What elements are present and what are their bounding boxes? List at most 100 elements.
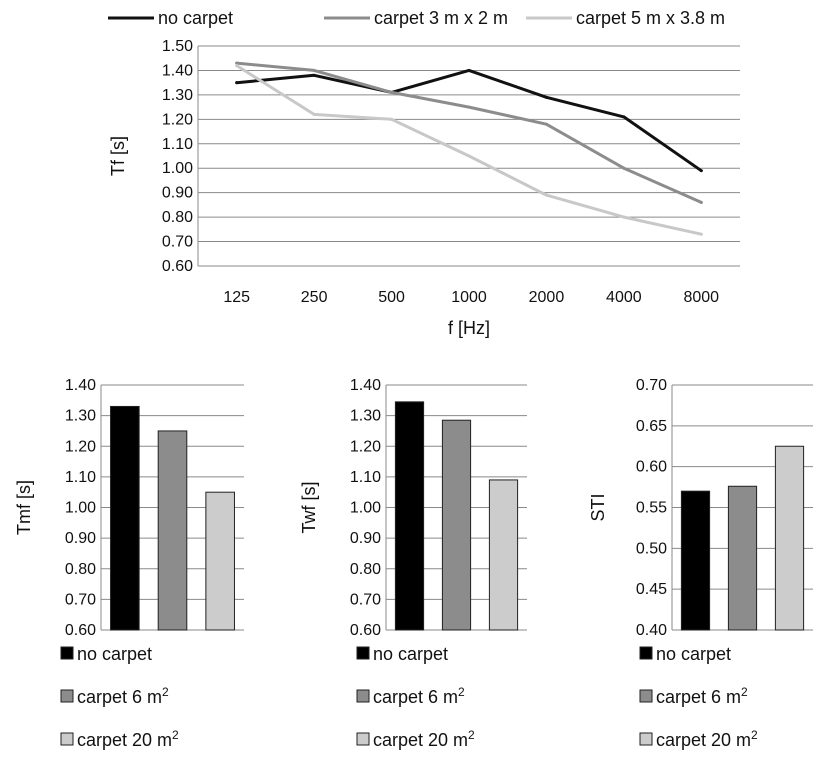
frequency-line-chart: 0.60 0.70 0.80 0.90 1.00 1.10 1.20 1.30 1.40 1.50… [108, 8, 740, 338]
legend-swatch-carpet-20-m [639, 732, 653, 746]
data-point-carpet-3-m-x-2-m [390, 90, 394, 94]
data-point-no-carpet [699, 169, 703, 173]
bar-carpet-6-m [157, 430, 188, 631]
y-tick-label: 1.10 [65, 469, 96, 486]
data-point-carpet-3-m-x-2-m [544, 122, 548, 126]
y-tick-label: 0.45 [636, 581, 667, 598]
data-point-carpet-5-m-x-3-8-m [622, 215, 626, 219]
legend-swatch-no-carpet [639, 646, 653, 660]
y-tick-label: 0.60 [350, 622, 381, 639]
legend-swatch-carpet-20-m [356, 732, 370, 746]
data-point-carpet-5-m-x-3-8-m [699, 232, 703, 236]
legend-label-carpet-20-m: carpet 20 m2 [77, 728, 179, 750]
legend-label-text: no carpet [656, 644, 731, 664]
legend-swatch-no-carpet [356, 646, 370, 660]
tmf-bar-chart: 0.60 0.70 0.80 0.90 1.00 1.10 1.20 1.30 1.40 Tmf … [14, 377, 244, 750]
y-axis-label: Tmf [s] [14, 480, 34, 535]
y-tick-label: 0.60 [162, 258, 193, 275]
legend-label-text: carpet 6 m [373, 687, 458, 707]
y-tick-label: 0.90 [350, 530, 381, 547]
legend-label-text: carpet 6 m [656, 687, 741, 707]
y-tick-label: 0.40 [636, 622, 667, 639]
legend-swatch-no-carpet [60, 646, 74, 660]
legend-label-carpet-6-m: carpet 6 m2 [373, 685, 465, 707]
y-tick-label: 1.30 [65, 408, 96, 425]
legend-label-carpet-20-m: carpet 20 m2 [656, 728, 758, 750]
y-tick-label: 1.00 [350, 500, 381, 517]
legend-swatch-carpet-20-m [60, 732, 74, 746]
x-axis-label: f [Hz] [448, 318, 490, 338]
legend-label-superscript: 2 [751, 728, 758, 742]
y-tick-label: 0.80 [65, 561, 96, 578]
y-tick-label: 1.40 [350, 377, 381, 394]
legend-label-text: carpet 20 m [77, 730, 172, 750]
y-tick-label: 0.80 [162, 209, 193, 226]
legend-label-carpet-6-m: carpet 6 m2 [656, 685, 748, 707]
twf-bar-chart: 0.60 0.70 0.80 0.90 1.00 1.10 1.20 1.30 1.40 Twf … [299, 377, 527, 750]
x-tick-label: 1000 [451, 289, 487, 306]
y-tick-label: 0.90 [65, 530, 96, 547]
y-tick-label: 1.50 [162, 38, 193, 55]
legend-label-text: carpet 6 m [77, 687, 162, 707]
y-tick-label: 0.70 [636, 377, 667, 394]
y-tick-label: 0.80 [350, 561, 381, 578]
y-tick-label: 0.55 [636, 500, 667, 517]
y-tick-label: 0.70 [65, 591, 96, 608]
y-tick-label: 0.70 [350, 591, 381, 608]
data-point-no-carpet [235, 81, 239, 85]
y-tick-label: 1.20 [65, 438, 96, 455]
y-tick-label: 0.60 [636, 459, 667, 476]
legend-label-superscript: 2 [468, 728, 475, 742]
y-axis-label: STI [588, 493, 608, 521]
legend-label-carpet-6-m: carpet 6 m2 [77, 685, 169, 707]
legend-label-text: no carpet [77, 644, 152, 664]
legend-swatch-carpet-6-m [356, 689, 370, 703]
y-tick-label: 1.00 [162, 160, 193, 177]
legend-label-no-carpet: no carpet [77, 644, 152, 664]
legend-label-no-carpet: no carpet [656, 644, 731, 664]
y-tick-label: 1.40 [162, 62, 193, 79]
legend-swatch-carpet-6-m [60, 689, 74, 703]
y-tick-label: 1.10 [350, 469, 381, 486]
series-line-carpet-3-m-x-2-m [235, 61, 703, 204]
data-point-carpet-5-m-x-3-8-m [235, 64, 239, 68]
series-line-carpet-5-m-x-3-8-m [235, 64, 703, 236]
y-tick-label: 1.20 [162, 111, 193, 128]
y-tick-label: 1.10 [162, 136, 193, 153]
legend-label-text: no carpet [373, 644, 448, 664]
y-axis-label: Twf [s] [299, 481, 319, 533]
y-tick-label: 1.00 [65, 500, 96, 517]
data-point-carpet-3-m-x-2-m [622, 166, 626, 170]
data-point-carpet-3-m-x-2-m [312, 68, 316, 72]
y-tick-label: 0.90 [162, 185, 193, 202]
data-point-carpet-5-m-x-3-8-m [544, 193, 548, 197]
x-tick-label: 125 [223, 289, 250, 306]
legend-label-superscript: 2 [162, 685, 169, 699]
x-tick-label: 4000 [606, 289, 642, 306]
y-axis-label: Tf [s] [108, 136, 128, 176]
legend-label-superscript: 2 [741, 685, 748, 699]
x-tick-label: 8000 [683, 289, 719, 306]
legend-label-no-carpet: no carpet [158, 8, 233, 28]
data-point-no-carpet [467, 68, 471, 72]
legend-swatch-carpet-6-m [639, 689, 653, 703]
legend-label-carpet-5-m-x-3-8-m: carpet 5 m x 3.8 m [576, 8, 725, 28]
x-tick-label: 2000 [529, 289, 565, 306]
data-point-carpet-5-m-x-3-8-m [390, 117, 394, 121]
data-point-carpet-3-m-x-2-m [467, 105, 471, 109]
bar-no-carpet [394, 401, 425, 631]
data-point-carpet-3-m-x-2-m [235, 61, 239, 65]
y-tick-label: 1.30 [350, 408, 381, 425]
y-tick-label: 0.70 [162, 234, 193, 251]
bar-carpet-20-m [488, 479, 519, 631]
sti-bar-chart: 0.40 0.45 0.50 0.55 0.60 0.65 0.70 STI no carpet… [588, 377, 813, 750]
bar-no-carpet [110, 405, 140, 631]
bar-carpet-6-m [441, 419, 472, 631]
legend-label-carpet-20-m: carpet 20 m2 [373, 728, 475, 750]
data-point-carpet-5-m-x-3-8-m [467, 154, 471, 158]
legend-label-superscript: 2 [172, 728, 179, 742]
data-point-no-carpet [544, 95, 548, 99]
y-tick-label: 1.40 [65, 377, 96, 394]
legend-label-carpet-3-m-x-2-m: carpet 3 m x 2 m [374, 8, 508, 28]
